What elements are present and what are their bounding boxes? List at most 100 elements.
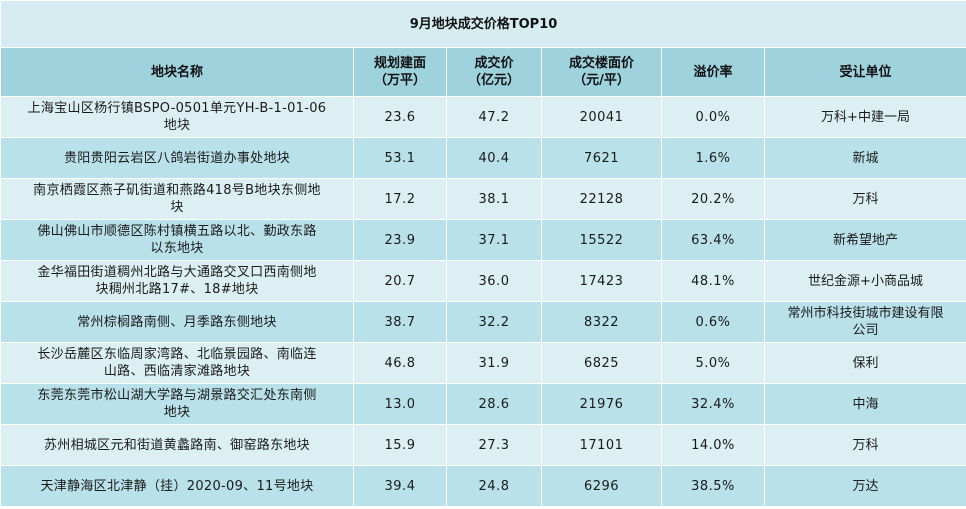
cell-buyer: 万达 <box>764 465 966 507</box>
cell-floor-price: 20041 <box>541 96 662 138</box>
cell-price: 47.2 <box>446 96 542 138</box>
cell-premium: 14.0% <box>661 424 765 466</box>
header-price-line1: 成交价 <box>474 56 514 71</box>
header-area-line2: （万平） <box>373 73 426 88</box>
table-row: 苏州相城区元和街道黄蠡路南、御窑路东地块 15.9 27.3 17101 14.0% 万科 <box>0 424 966 466</box>
cell-price: 24.8 <box>446 465 542 507</box>
cell-land-name: 东莞东莞市松山湖大学路与湖景路交汇处东南侧 地块 <box>0 383 354 425</box>
cell-floor-price: 6825 <box>541 342 662 384</box>
cell-premium: 38.5% <box>661 465 765 507</box>
land-name-line1: 上海宝山区杨行镇BSPO-0501单元YH-B-1-01-06 <box>27 101 327 116</box>
land-name-line1: 南京栖霞区燕子矶街道和燕路418号B地块东侧地 <box>33 183 321 198</box>
buyer-line1: 万科 <box>852 437 879 453</box>
buyer-line1: 万达 <box>852 478 879 494</box>
cell-price: 38.1 <box>446 178 542 220</box>
header-floor-line1: 成交楼面价 <box>568 56 634 71</box>
header-premium: 溢价率 <box>661 47 765 97</box>
land-name-line1: 苏州相城区元和街道黄蠡路南、御窑路东地块 <box>43 437 310 453</box>
header-area-line1: 规划建面 <box>373 56 426 71</box>
buyer-line1: 中海 <box>852 396 879 412</box>
cell-floor-price: 17101 <box>541 424 662 466</box>
table-row: 贵阳贵阳云岩区八鸽岩街道办事处地块 53.1 40.4 7621 1.6% 新城 <box>0 137 966 179</box>
land-name-line1: 常州棕榈路南侧、月季路东侧地块 <box>77 314 277 330</box>
cell-buyer: 保利 <box>764 342 966 384</box>
header-buyer: 受让单位 <box>764 47 966 97</box>
land-name-line1: 天津静海区北津静（挂）2020-09、11号地块 <box>40 478 314 494</box>
buyer-line1: 万科 <box>852 191 879 207</box>
cell-floor-price: 8322 <box>541 301 662 343</box>
land-name-line1: 金华福田街道稠州北路与大通路交叉口西南侧地 <box>37 265 317 280</box>
cell-land-name: 天津静海区北津静（挂）2020-09、11号地块 <box>0 465 354 507</box>
cell-premium: 48.1% <box>661 260 765 302</box>
buyer-line2: 公司 <box>852 323 879 338</box>
cell-price: 28.6 <box>446 383 542 425</box>
cell-premium: 20.2% <box>661 178 765 220</box>
land-name-line2: 块 <box>170 200 184 215</box>
table-row: 天津静海区北津静（挂）2020-09、11号地块 39.4 24.8 6296 38.5… <box>0 465 966 507</box>
cell-area: 17.2 <box>353 178 447 220</box>
cell-area: 13.0 <box>353 383 447 425</box>
buyer-line1: 常州市科技街城市建设有限 <box>787 306 944 321</box>
buyer-line1: 万科+中建一局 <box>821 109 910 125</box>
cell-area: 46.8 <box>353 342 447 384</box>
header-name: 地块名称 <box>0 47 354 97</box>
cell-land-name: 南京栖霞区燕子矶街道和燕路418号B地块东侧地块 <box>0 178 354 220</box>
cell-buyer: 世纪金源+小商品城 <box>764 260 966 302</box>
header-price: 成交价 （亿元） <box>446 47 542 97</box>
cell-area: 38.7 <box>353 301 447 343</box>
cell-floor-price: 15522 <box>541 219 662 261</box>
land-name-line1: 长沙岳麓区东临周家湾路、北临景园路、南临连 <box>37 347 317 362</box>
buyer-line1: 保利 <box>852 355 879 371</box>
cell-premium: 1.6% <box>661 137 765 179</box>
cell-land-name: 常州棕榈路南侧、月季路东侧地块 <box>0 301 354 343</box>
land-name-line2: 块稠州北路17#、18#地块 <box>95 282 259 297</box>
cell-land-name: 佛山佛山市顺德区陈村镇横五路以北、勤政东路 以东地块 <box>0 219 354 261</box>
table-row: 南京栖霞区燕子矶街道和燕路418号B地块东侧地块 17.2 38.1 22128 20.… <box>0 178 966 220</box>
land-name-line1: 东莞东莞市松山湖大学路与湖景路交汇处东南侧 <box>37 388 317 403</box>
cell-floor-price: 6296 <box>541 465 662 507</box>
table-row: 东莞东莞市松山湖大学路与湖景路交汇处东南侧 地块 13.0 28.6 21976 32.4… <box>0 383 966 425</box>
buyer-line1: 新希望地产 <box>832 232 898 248</box>
table-row: 长沙岳麓区东临周家湾路、北临景园路、南临连 山路、西临清家滩路地块 46.8 31.9… <box>0 342 966 384</box>
land-name-line2: 以东地块 <box>150 241 204 256</box>
cell-buyer: 新希望地产 <box>764 219 966 261</box>
cell-land-name: 上海宝山区杨行镇BSPO-0501单元YH-B-1-01-06 地块 <box>0 96 354 138</box>
cell-floor-price: 21976 <box>541 383 662 425</box>
cell-price: 27.3 <box>446 424 542 466</box>
cell-buyer: 中海 <box>764 383 966 425</box>
table-row: 常州棕榈路南侧、月季路东侧地块 38.7 32.2 8322 0.6% 常州市科技街城市建… <box>0 301 966 343</box>
table-title: 9月地块成交价格TOP10 <box>0 0 966 48</box>
cell-area: 23.9 <box>353 219 447 261</box>
cell-price: 31.9 <box>446 342 542 384</box>
cell-floor-price: 17423 <box>541 260 662 302</box>
cell-floor-price: 22128 <box>541 178 662 220</box>
cell-premium: 0.0% <box>661 96 765 138</box>
land-name-line2: 地块 <box>163 405 191 420</box>
cell-buyer: 常州市科技街城市建设有限 公司 <box>764 301 966 343</box>
land-name-line1: 佛山佛山市顺德区陈村镇横五路以北、勤政东路 <box>37 224 317 239</box>
cell-area: 39.4 <box>353 465 447 507</box>
cell-land-name: 贵阳贵阳云岩区八鸽岩街道办事处地块 <box>0 137 354 179</box>
cell-premium: 5.0% <box>661 342 765 384</box>
cell-premium: 63.4% <box>661 219 765 261</box>
cell-buyer: 万科 <box>764 178 966 220</box>
land-name-line2: 地块 <box>163 118 191 133</box>
header-area: 规划建面 （万平） <box>353 47 447 97</box>
cell-area: 15.9 <box>353 424 447 466</box>
cell-premium: 32.4% <box>661 383 765 425</box>
cell-area: 53.1 <box>353 137 447 179</box>
cell-premium: 0.6% <box>661 301 765 343</box>
cell-land-name: 苏州相城区元和街道黄蠡路南、御窑路东地块 <box>0 424 354 466</box>
table-row: 上海宝山区杨行镇BSPO-0501单元YH-B-1-01-06 地块 23.6 47.… <box>0 96 966 138</box>
header-floor-line2: （元/平） <box>573 73 630 88</box>
cell-price: 36.0 <box>446 260 542 302</box>
header-floor-price: 成交楼面价 （元/平） <box>541 47 662 97</box>
cell-buyer: 万科+中建一局 <box>764 96 966 138</box>
cell-price: 32.2 <box>446 301 542 343</box>
cell-buyer: 新城 <box>764 137 966 179</box>
cell-area: 23.6 <box>353 96 447 138</box>
buyer-line1: 世纪金源+小商品城 <box>808 273 923 289</box>
land-name-line2: 山路、西临清家滩路地块 <box>103 364 251 379</box>
cell-land-name: 金华福田街道稠州北路与大通路交叉口西南侧地 块稠州北路17#、18#地块 <box>0 260 354 302</box>
cell-buyer: 万科 <box>764 424 966 466</box>
